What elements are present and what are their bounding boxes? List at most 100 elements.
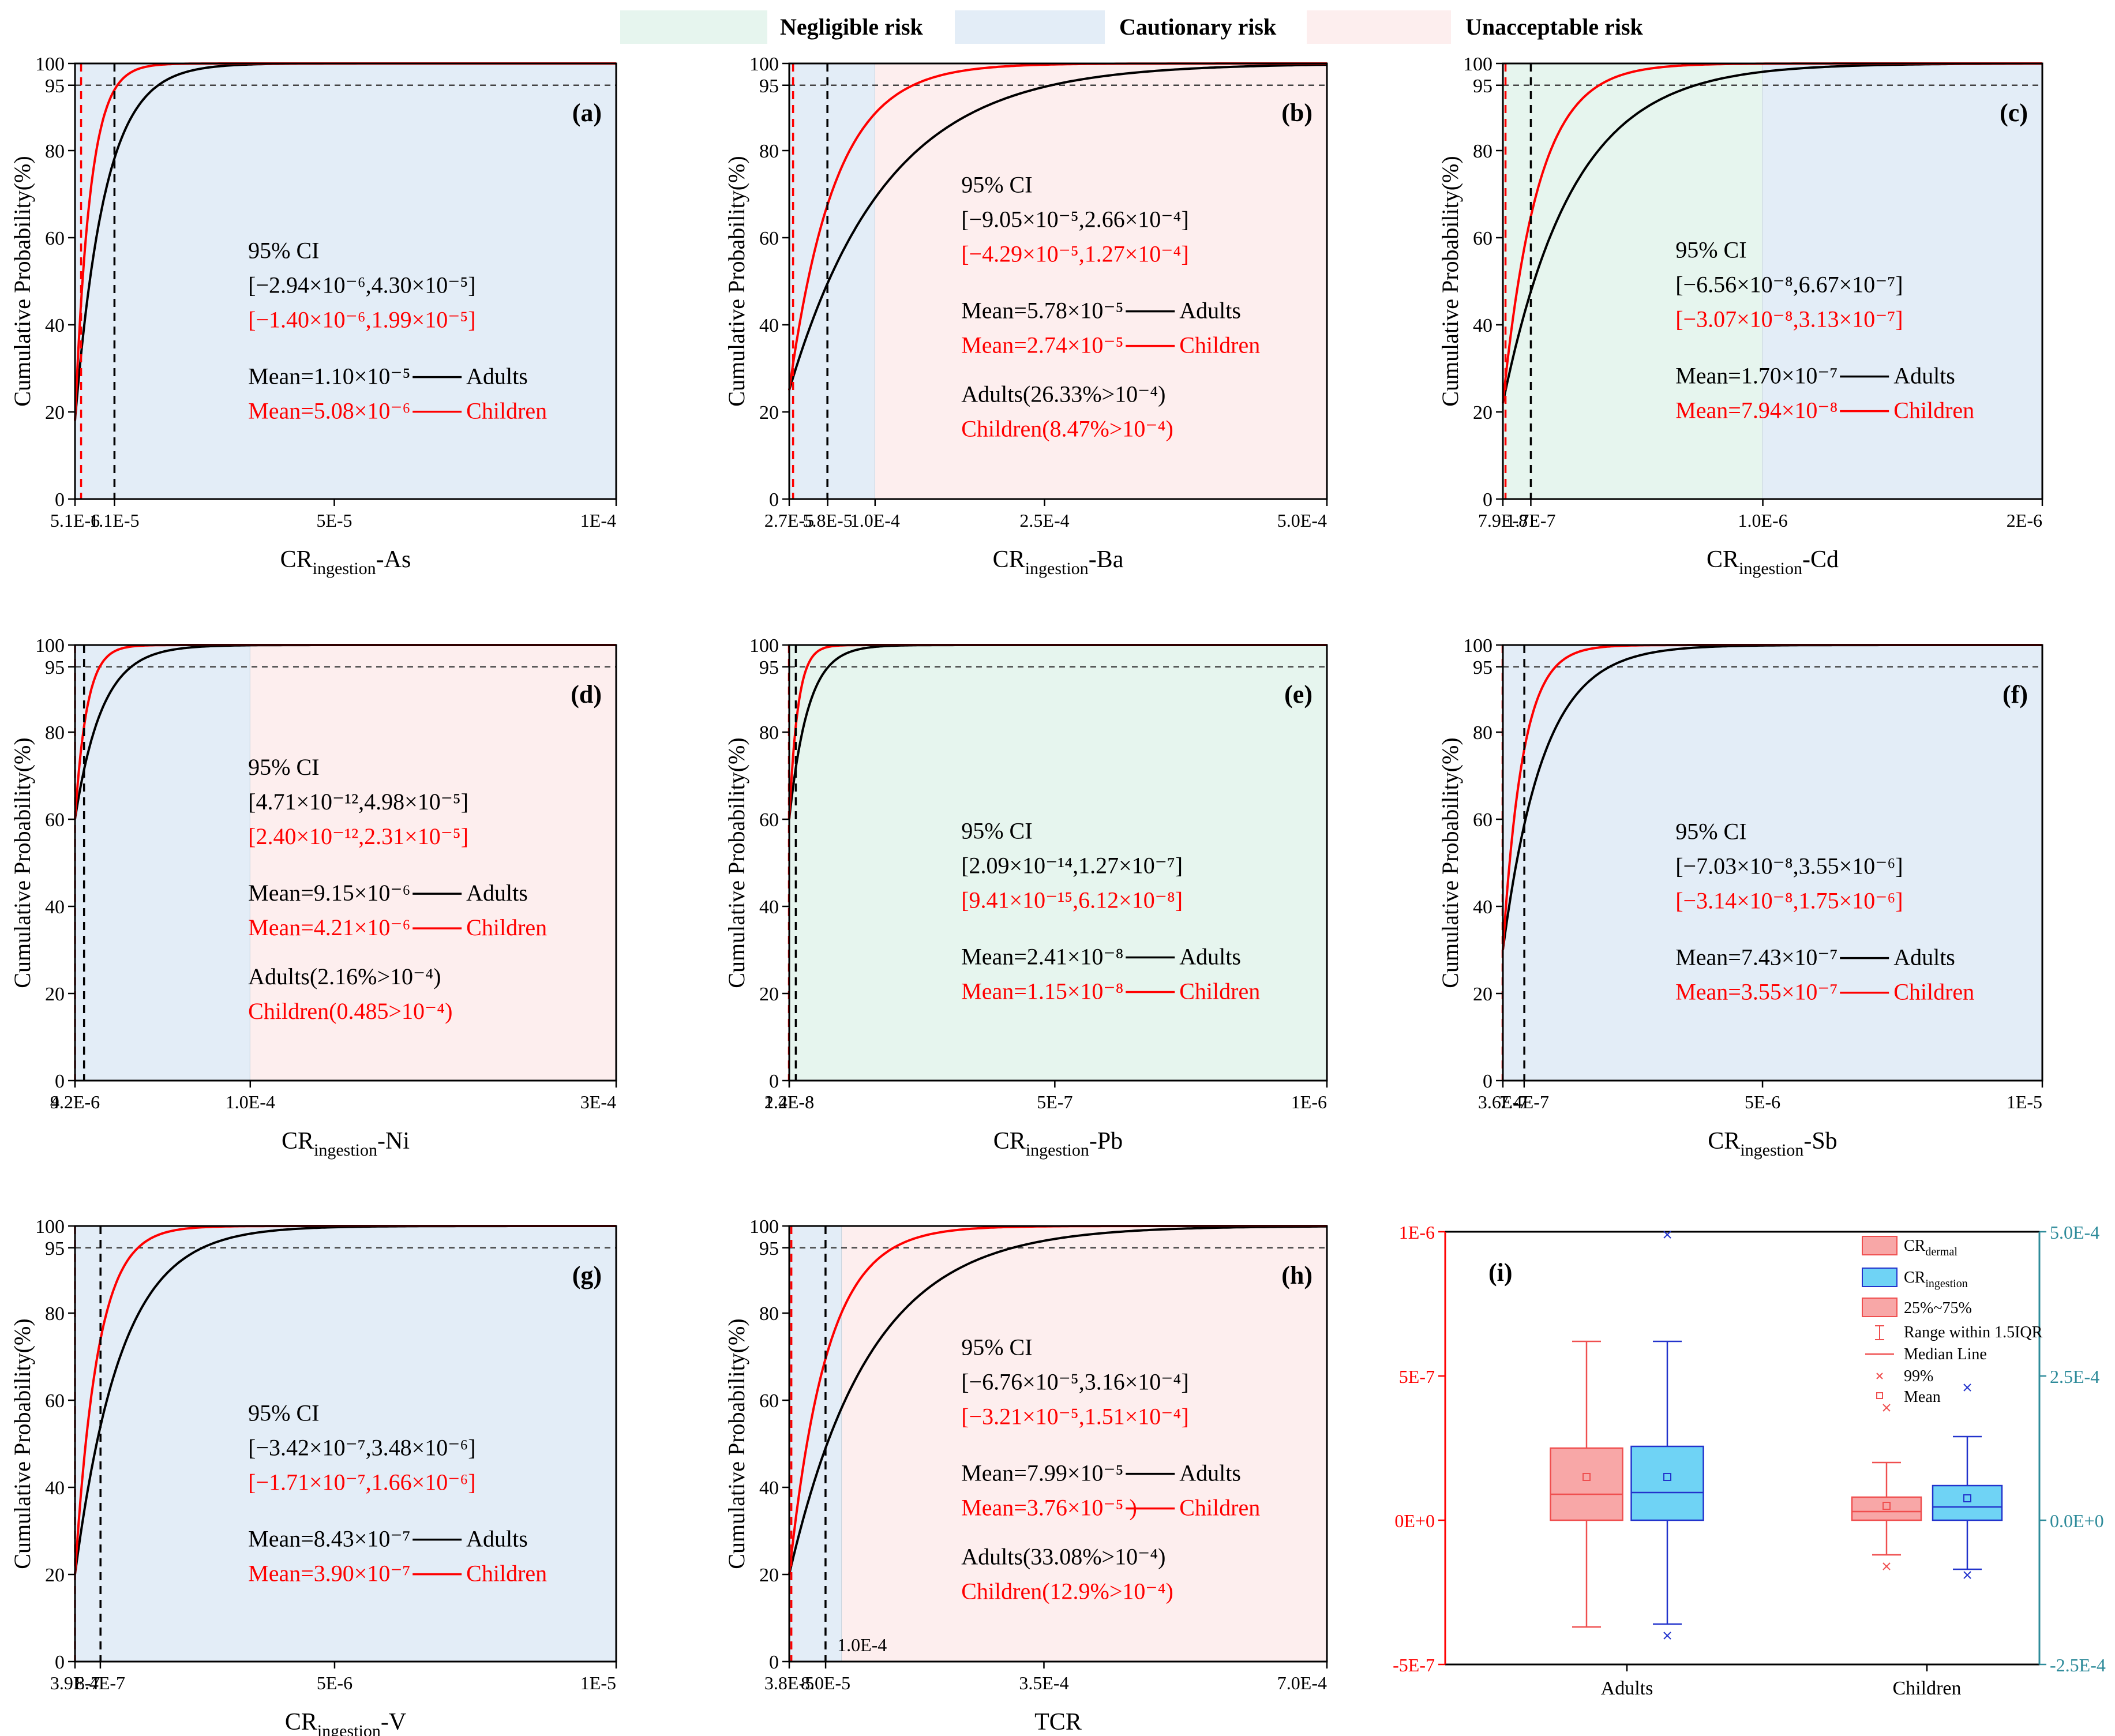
- left-tick-label: 0E+0: [1394, 1510, 1435, 1531]
- x-tick-label: 9.2E-6: [50, 1092, 100, 1112]
- y-tick-label: 40: [1473, 315, 1492, 336]
- legend-children: Children: [466, 914, 547, 940]
- zone-negligible: [1503, 63, 1763, 499]
- legend-p99: 99%: [1904, 1367, 1933, 1385]
- mean-children: Mean=3.90×10⁻⁷: [248, 1561, 410, 1587]
- y-tick-label: 80: [45, 141, 65, 162]
- legend-mean-icon: [1876, 1392, 1883, 1399]
- zone-cautionary: [75, 1226, 616, 1662]
- y-tick-label: 20: [759, 984, 779, 1005]
- y-tick-label: 80: [1473, 141, 1492, 162]
- zone-unacceptable: [875, 63, 1327, 499]
- y-tick-label: 95: [45, 1238, 65, 1259]
- exceed-adults: Adults(33.08%>10⁻⁴): [961, 1544, 1165, 1570]
- x-tick-label: 3.6E-7: [1478, 1092, 1528, 1112]
- y-tick-label: 80: [45, 1303, 65, 1325]
- legend-children: Children: [1179, 978, 1260, 1004]
- legend-swatch-cautionary: [955, 10, 1105, 44]
- x-axis-label: CRingestion-As: [280, 546, 411, 578]
- mean-adults: Mean=7.99×10⁻⁵: [961, 1460, 1123, 1486]
- x-tick-label: 3.8E-5: [764, 1673, 814, 1693]
- x-tick-label: 3.9E-7: [50, 1673, 100, 1693]
- x-tick-label: 2.7E-5: [764, 510, 814, 531]
- x-tick-label: 3E-4: [580, 1092, 616, 1112]
- right-tick-label: 2.5E-4: [2050, 1366, 2099, 1387]
- legend-adults: Adults: [1893, 363, 1955, 389]
- x-axis-label-sub: ingestion: [1025, 559, 1089, 578]
- x-tick-label: 1.0E-4: [850, 510, 900, 531]
- ci-title: 95% CI: [961, 172, 1032, 198]
- y-tick-label: 40: [1473, 897, 1492, 918]
- percentile-marker: [1882, 1562, 1891, 1570]
- mean-children: Mean=4.21×10⁻⁶: [248, 914, 410, 940]
- ci-adults: [−7.03×10⁻⁸,3.55×10⁻⁶]: [1675, 853, 1903, 879]
- y-axis-label: Cumulative Probability(%): [723, 156, 749, 406]
- x-axis-label-sub: ingestion: [314, 1141, 377, 1160]
- box-CR_ingestion: [1630, 1445, 1704, 1521]
- legend-label-unacceptable: Unacceptable risk: [1465, 14, 1644, 40]
- ci-adults: [−9.05×10⁻⁵,2.66×10⁻⁴]: [961, 207, 1188, 233]
- exceed-children: Children(12.9%>10⁻⁴): [961, 1578, 1173, 1604]
- adults-cdf-line: [788, 63, 1327, 391]
- mean-adults: Mean=9.15×10⁻⁶: [248, 880, 410, 906]
- mean-adults: Mean=2.41×10⁻⁸: [961, 944, 1123, 970]
- zone-cautionary: [1762, 63, 2042, 499]
- y-tick-label: 0: [769, 489, 779, 511]
- ci-adults: [−6.76×10⁻⁵,3.16×10⁻⁴]: [961, 1369, 1188, 1395]
- y-tick-label: 40: [45, 1478, 65, 1499]
- y-tick-label: 60: [45, 1390, 65, 1412]
- category-label: Adults: [1601, 1678, 1653, 1699]
- x-tick-label: 5E-5: [316, 510, 352, 531]
- mean-marker: [1963, 1494, 1971, 1502]
- y-tick-label: 95: [45, 76, 65, 97]
- ci-children: [2.40×10⁻¹²,2.31×10⁻⁵]: [248, 823, 468, 849]
- zone-cautionary: [75, 63, 616, 499]
- right-tick-label: 0.0E+0: [2050, 1510, 2104, 1531]
- x-tick-label: 1E-5: [580, 1673, 616, 1693]
- y-tick-label: 60: [759, 228, 779, 249]
- y-tick-label: 20: [45, 984, 65, 1005]
- y-tick-label: 100: [35, 54, 65, 75]
- risk-legend: Negligible risk Cautionary risk Unaccept…: [620, 10, 1644, 44]
- x-axis-label-tail: -Cd: [1802, 546, 1839, 573]
- legend-children: Children: [1179, 332, 1260, 358]
- panel-label: (e): [1284, 680, 1312, 708]
- panel-label: (d): [571, 680, 602, 708]
- y-axis-label: Cumulative Probability(%): [9, 1318, 35, 1569]
- x-axis-label-main: CR: [993, 546, 1025, 573]
- mean-adults: Mean=7.43×10⁻⁷: [1675, 944, 1837, 970]
- plot-frame: [788, 62, 1328, 500]
- plot-frame: [74, 62, 617, 500]
- x-tick-label: 5E-7: [1037, 1092, 1072, 1112]
- legend-dermal-main: CR: [1904, 1237, 1926, 1255]
- legend-adults: Adults: [466, 880, 528, 906]
- x-tick-label: 2.4E-8: [764, 1092, 814, 1112]
- x-tick-label: 1.0E-6: [1738, 510, 1787, 531]
- plot-frame: [74, 644, 617, 1082]
- zone-cautionary: [789, 63, 875, 499]
- legend-mean: Mean: [1904, 1388, 1941, 1406]
- ci-adults: [−6.56×10⁻⁸,6.67×10⁻⁷]: [1675, 272, 1903, 298]
- legend-range: Range within 1.5IQR: [1904, 1323, 2043, 1341]
- percentile-marker: [1882, 1404, 1891, 1412]
- ci-adults: [4.71×10⁻¹²,4.98×10⁻⁵]: [248, 789, 468, 815]
- y-tick-label: 20: [45, 1565, 65, 1586]
- legend-ingestion: CRingestion: [1904, 1269, 1968, 1290]
- x-tick-label: 5E-6: [317, 1673, 352, 1693]
- legend-swatch-unacceptable: [1307, 10, 1451, 44]
- legend-children: Children: [466, 1561, 547, 1587]
- y-tick-label: 60: [45, 228, 65, 249]
- x-tick-label: 5.0E-4: [1277, 510, 1327, 531]
- legend-range-icon: [1875, 1325, 1884, 1340]
- y-tick-label: 0: [769, 1071, 779, 1092]
- y-axis-label: Cumulative Probability(%): [1437, 737, 1463, 988]
- ci-title: 95% CI: [1675, 819, 1746, 845]
- percentile-marker: [1663, 1632, 1671, 1640]
- percentile-marker: [1963, 1571, 1971, 1579]
- y-tick-label: 0: [1483, 1071, 1492, 1092]
- panel-i: 1E-6 5E-7 0E+0 -5E-7 5.0E-4 2.5E-4 0.0E+0 -2.5E…: [1393, 1222, 2106, 1699]
